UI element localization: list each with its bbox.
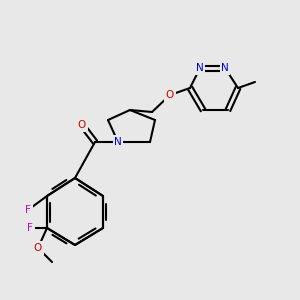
Text: F: F [27, 223, 33, 233]
Text: N: N [114, 137, 122, 147]
Text: N: N [196, 63, 204, 73]
Text: O: O [78, 120, 86, 130]
Text: N: N [221, 63, 229, 73]
Text: O: O [34, 243, 42, 253]
Text: O: O [166, 90, 174, 100]
Text: F: F [25, 205, 31, 215]
